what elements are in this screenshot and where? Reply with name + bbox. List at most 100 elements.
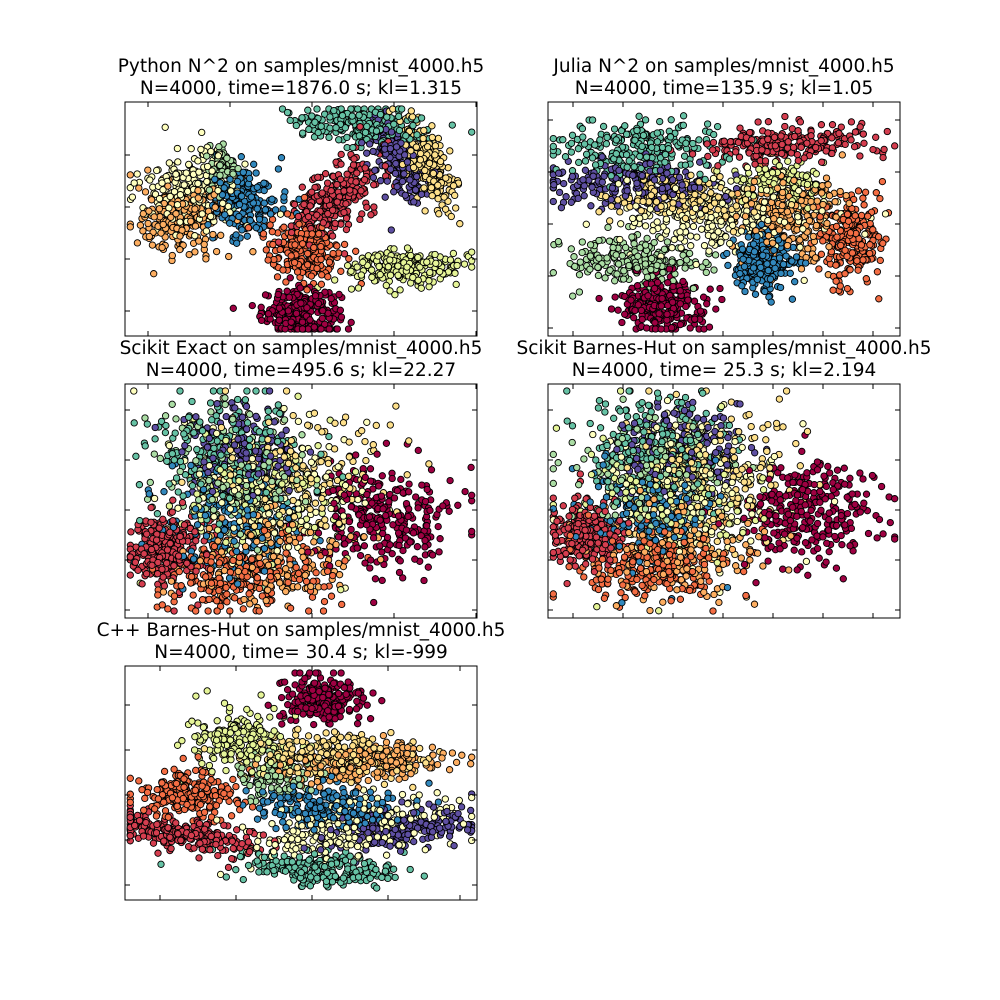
- scatter-point-class-5: [616, 235, 624, 244]
- scatter-point-class-4: [423, 143, 432, 151]
- scatter-point-class-9: [749, 264, 758, 272]
- scatter-point-class-1: [360, 176, 369, 184]
- scatter-point-class-2: [846, 266, 854, 274]
- scatter-point-class-3: [832, 213, 840, 221]
- scatter-point-class-8: [591, 161, 600, 169]
- scatter-point-class-6: [359, 258, 367, 266]
- scatter-point-class-1: [356, 123, 364, 131]
- scatter-point-class-4: [441, 205, 450, 213]
- scatter-point-class-7: [702, 258, 710, 267]
- scatter-point-class-0: [686, 324, 694, 332]
- scatter-point-class-2: [329, 249, 337, 258]
- scatter-point-class-7: [612, 251, 620, 259]
- scatter-point-class-2: [854, 187, 863, 195]
- scatter-point-class-8: [335, 136, 343, 144]
- scatter-point-class-7: [689, 284, 698, 293]
- scatter-point-class-3: [813, 197, 821, 205]
- scatter-point-class-7: [216, 171, 224, 179]
- scatter-point-class-1: [764, 118, 773, 126]
- scatter-point-class-6: [761, 165, 769, 173]
- scatter-point-class-2: [333, 242, 341, 250]
- scatter-point-class-2: [873, 268, 882, 276]
- scatter-point-class-3: [145, 207, 153, 215]
- scatter-point-class-4: [421, 166, 429, 175]
- scatter-point-class-7: [576, 258, 584, 266]
- scatter-point-class-8: [622, 151, 631, 159]
- scatter-point-class-3: [185, 250, 193, 259]
- scatter-point-class-8: [588, 116, 597, 124]
- scatter-point-class-10: [690, 183, 699, 192]
- scatter-point-class-5: [677, 244, 685, 252]
- scatter-point-class-8: [448, 121, 456, 129]
- scatter-point-class-5: [276, 210, 285, 218]
- scatter-point-class-2: [832, 261, 840, 269]
- scatter-point-class-9: [764, 266, 772, 275]
- scatter-point-class-10: [403, 158, 412, 166]
- scatter-point-class-7: [586, 265, 594, 273]
- scatter-point-class-8: [311, 118, 319, 126]
- scatter-point-class-3: [732, 212, 740, 221]
- scatter-point-class-9: [255, 215, 264, 223]
- scatter-point-class-3: [135, 184, 143, 192]
- scatter-point-class-5: [208, 167, 216, 175]
- scatter-point-class-9: [245, 174, 254, 183]
- scatter-point-class-2: [315, 230, 323, 238]
- scatter-point-class-9: [232, 231, 240, 239]
- scatter-point-class-0: [274, 290, 282, 299]
- scatter-point-class-9: [767, 298, 775, 306]
- scatter-point-class-4: [428, 122, 436, 130]
- scatter-point-class-4: [427, 184, 436, 192]
- scatter-point-class-5: [133, 170, 141, 178]
- scatter-point-class-1: [794, 127, 802, 135]
- scatter-point-class-0: [306, 316, 314, 324]
- scatter-point-class-8: [666, 133, 675, 141]
- scatter-point-class-0: [716, 284, 724, 293]
- scatter-point-class-10: [580, 192, 588, 200]
- subplot-title-line2: N=4000, time=1876.0 s; kl=1.315: [140, 78, 462, 99]
- scatter-point-class-0: [283, 287, 291, 295]
- scatter-point-class-1: [751, 160, 759, 168]
- scatter-point-class-3: [778, 201, 786, 210]
- scatter-point-class-6: [382, 281, 390, 290]
- scatter-point-class-4: [639, 197, 647, 206]
- scatter-point-class-5: [671, 184, 680, 192]
- scatter-point-class-8: [343, 133, 351, 142]
- scatter-point-class-10: [392, 143, 401, 151]
- scatter-point-class-6: [453, 261, 461, 270]
- scatter-point-class-5: [202, 227, 211, 235]
- scatter-point-class-5: [662, 215, 671, 223]
- scatter-point-class-0: [257, 316, 266, 325]
- scatter-point-class-4: [695, 178, 703, 186]
- scatter-point-class-0: [696, 307, 705, 315]
- scatter-point-class-8: [633, 126, 641, 135]
- scatter-point-class-4: [647, 191, 655, 199]
- scatter-point-class-9: [736, 269, 744, 278]
- scatter-point-class-6: [452, 280, 460, 289]
- scatter-point-class-1: [770, 133, 779, 141]
- scatter-point-class-4: [407, 147, 415, 155]
- scatter-point-class-8: [395, 126, 404, 135]
- scatter-point-class-4: [787, 201, 796, 209]
- scatter-point-class-0: [275, 304, 284, 312]
- scatter-point-class-10: [557, 204, 566, 212]
- scatter-point-class-8: [642, 153, 651, 161]
- scatter-point-class-2: [829, 286, 837, 294]
- scatter-point-class-5: [184, 187, 192, 196]
- scatter-point-class-3: [811, 254, 820, 262]
- scatter-point-class-5: [727, 177, 735, 185]
- scatter-point-class-10: [568, 172, 577, 181]
- subplot-python-n2: Python N^2 on samples/mnist_4000.h5 N=40…: [118, 56, 484, 337]
- scatter-point-class-5: [155, 195, 164, 203]
- scatter-point-class-1: [754, 118, 762, 126]
- scatter-point-class-3: [818, 189, 826, 197]
- scatter-point-class-9: [786, 269, 794, 277]
- scatter-point-class-7: [647, 265, 655, 274]
- scatter-point-class-10: [669, 176, 677, 184]
- scatter-point-class-5: [881, 210, 890, 218]
- scatter-point-class-5: [227, 187, 235, 195]
- scatter-point-class-2: [853, 257, 861, 265]
- scatter-point-class-4: [421, 207, 429, 215]
- scatter-point-class-6: [403, 244, 412, 252]
- scatter-point-class-0: [311, 292, 320, 300]
- scatter-point-class-1: [778, 140, 786, 149]
